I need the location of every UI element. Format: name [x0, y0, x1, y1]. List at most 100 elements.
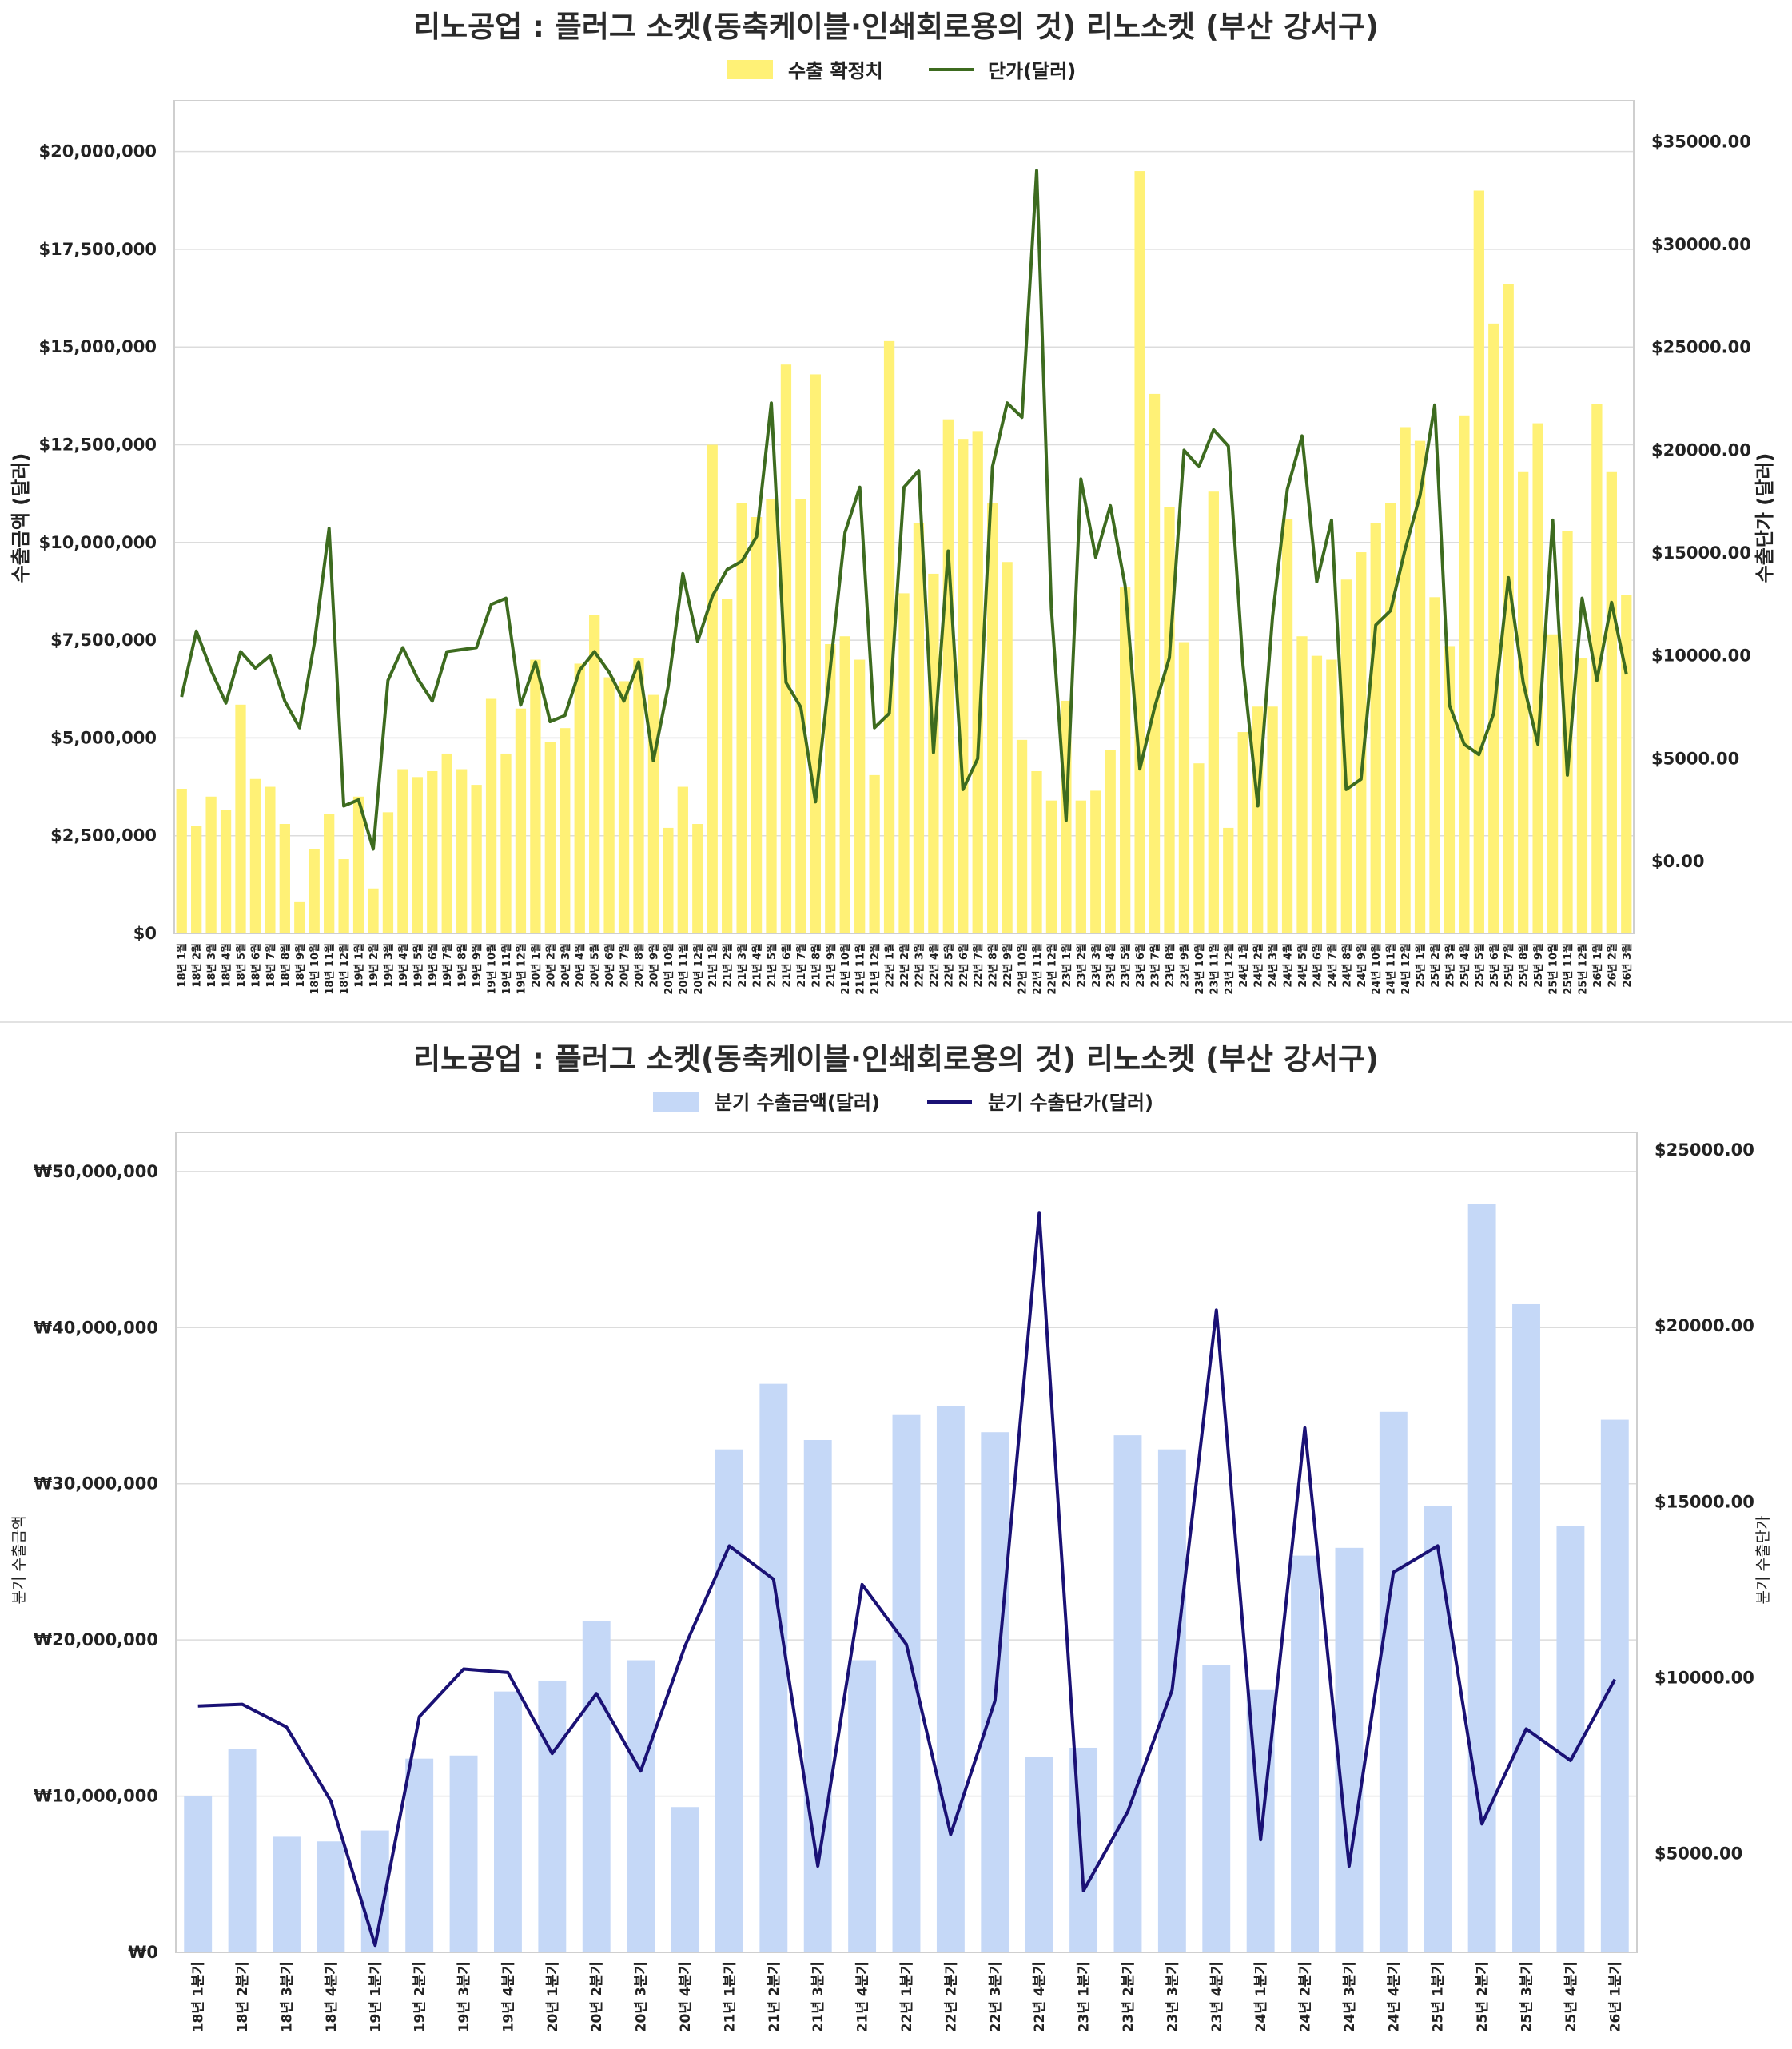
bar: [1556, 1526, 1585, 1952]
x-tick: 23년 1월: [1061, 943, 1073, 988]
y-tick-right: $30000.00: [1651, 235, 1751, 254]
bar: [228, 1749, 257, 1952]
x-tick: 18년 2월: [191, 943, 204, 988]
x-tick: 19년 1분기: [368, 1962, 384, 2032]
y-tick-left: ₩30,000,000: [34, 1474, 158, 1494]
x-tick: 21년 2분기: [767, 1962, 783, 2032]
x-tick: 25년 8월: [1518, 943, 1531, 988]
x-tick: 22년 3월: [913, 943, 926, 988]
bar: [338, 859, 349, 933]
quarterly-legend: 분기 수출금액(달러) 분기 수출단가(달러): [653, 1092, 1153, 1114]
x-tick: 22년 4월: [928, 943, 941, 988]
y-tick-left: $12,500,000: [39, 435, 157, 454]
legend-swatch-bar: [653, 1092, 699, 1112]
x-tick: 21년 1월: [707, 943, 719, 988]
bar: [500, 753, 512, 933]
x-tick: 25년 3분기: [1519, 1962, 1535, 2032]
y-tick-right: $25000.00: [1655, 1140, 1754, 1160]
x-tick: 20년 4분기: [678, 1962, 694, 2032]
x-tick: 23년 7월: [1149, 943, 1162, 988]
x-tick: 25년 4분기: [1563, 1962, 1579, 2032]
x-tick: 25년 5월: [1473, 943, 1486, 988]
x-tick: 19년 8월: [456, 943, 469, 988]
bar: [427, 770, 438, 933]
x-tick: 21년 4월: [751, 943, 764, 988]
x-tick: 18년 9월: [294, 943, 307, 988]
x-tick: 23년 3분기: [1165, 1962, 1181, 2032]
bar: [1606, 471, 1617, 933]
bar: [1157, 1449, 1186, 1952]
bar: [1591, 404, 1603, 933]
legend-label-bar: 분기 수출금액(달러): [715, 1092, 880, 1114]
bar: [1467, 1204, 1496, 1952]
bar: [1621, 595, 1632, 933]
x-tick: 20년 9월: [647, 943, 660, 988]
x-tick: 25년 1월: [1415, 943, 1428, 988]
x-tick: 19년 3월: [382, 943, 395, 988]
bar: [352, 796, 364, 933]
bar: [265, 786, 276, 933]
x-tick: 22년 1월: [884, 943, 897, 988]
bar: [494, 1691, 522, 1952]
quarterly-chart-title: 리노공업 : 플러그 소켓(동축케이블·인쇄회로용의 것) 리노소켓 (부산 강…: [413, 1042, 1379, 1076]
x-tick: 24년 1월: [1237, 943, 1250, 988]
y-tick-right: $20000.00: [1651, 440, 1751, 460]
x-tick: 23년 10월: [1193, 943, 1206, 995]
y-tick-left: $17,500,000: [39, 240, 157, 259]
quarterly-y-label-left: 분기 수출금액: [10, 1516, 28, 1605]
bar: [1016, 739, 1028, 933]
bar: [972, 431, 983, 933]
y-tick-left: ₩20,000,000: [34, 1630, 158, 1649]
y-tick-right: $0.00: [1651, 852, 1704, 871]
bar: [1385, 503, 1396, 933]
bar: [485, 698, 497, 933]
y-tick-left: $7,500,000: [50, 631, 157, 650]
bar: [1503, 284, 1514, 933]
bar: [1600, 1419, 1629, 1952]
bar: [1512, 1303, 1540, 1952]
quarterly-y-label-right: 분기 수출단가: [1754, 1516, 1772, 1605]
x-tick: 18년 3월: [205, 943, 218, 988]
x-tick: 18년 8월: [279, 943, 292, 988]
bar: [1576, 658, 1588, 933]
x-tick: 24년 1분기: [1253, 1962, 1269, 2032]
bar: [1518, 471, 1529, 933]
bar: [1031, 770, 1042, 933]
bar: [1532, 423, 1543, 933]
bar: [663, 827, 674, 933]
bar: [176, 788, 187, 933]
x-tick: 18년 5월: [235, 943, 248, 988]
bar: [1223, 827, 1234, 933]
bar: [766, 499, 777, 933]
y-tick-left: $15,000,000: [39, 337, 157, 356]
x-tick: 22년 10월: [1017, 943, 1029, 995]
x-tick: 22년 2월: [898, 943, 911, 988]
x-tick: 22년 9월: [1002, 943, 1014, 988]
x-tick: 23년 4분기: [1209, 1962, 1225, 2032]
bar: [692, 824, 703, 933]
bar: [191, 826, 202, 933]
y-tick-right: $15000.00: [1655, 1492, 1754, 1511]
x-tick: 25년 2월: [1429, 943, 1442, 988]
bar: [936, 1406, 965, 1952]
x-tick: 19년 11월: [500, 943, 513, 995]
bar: [603, 677, 615, 933]
x-tick: 18년 11월: [324, 943, 336, 995]
x-tick: 18년 4월: [221, 943, 233, 988]
x-tick: 23년 9월: [1178, 943, 1191, 988]
x-tick: 18년 7월: [265, 943, 277, 988]
x-tick: 20년 1분기: [545, 1962, 561, 2032]
x-tick: 19년 5월: [412, 943, 424, 988]
bar: [1069, 1747, 1098, 1952]
bar: [544, 742, 556, 933]
x-tick: 18년 3분기: [280, 1962, 296, 2032]
x-tick: 23년 6월: [1134, 943, 1147, 988]
bar: [1379, 1411, 1408, 1952]
bar: [1113, 1435, 1142, 1952]
y-tick-right: $25000.00: [1651, 338, 1751, 357]
bar: [839, 636, 850, 933]
x-tick: 23년 8월: [1164, 943, 1177, 988]
x-tick: 24년 12월: [1400, 943, 1412, 995]
bar: [382, 812, 394, 933]
